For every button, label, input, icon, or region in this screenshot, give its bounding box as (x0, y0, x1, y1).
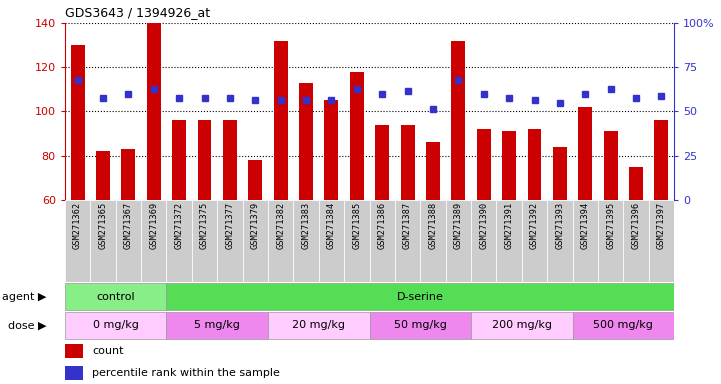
Bar (147, 23, 161, 200)
Bar (71, 45, 84, 200)
Bar (451, 41, 465, 200)
Text: GSM271362: GSM271362 (73, 202, 82, 249)
Text: GSM271365: GSM271365 (99, 202, 107, 249)
Bar (268, 200, 293, 282)
Text: GSM271392: GSM271392 (530, 202, 539, 249)
Bar (369, 312, 471, 339)
Bar (598, 200, 624, 282)
Bar (572, 312, 674, 339)
Bar (649, 200, 674, 282)
Bar (274, 41, 288, 200)
Bar (471, 312, 572, 339)
Bar (350, 71, 364, 200)
Bar (446, 200, 471, 282)
Bar (603, 131, 618, 200)
Bar (65, 366, 83, 381)
Bar (65, 283, 167, 310)
Bar (293, 200, 319, 282)
Text: GSM271367: GSM271367 (124, 202, 133, 249)
Bar (65, 344, 83, 358)
Bar (395, 200, 420, 282)
Text: GSM271390: GSM271390 (479, 202, 488, 249)
Text: dose ▶: dose ▶ (9, 320, 47, 331)
Bar (547, 200, 572, 282)
Bar (471, 200, 497, 282)
Text: GSM271375: GSM271375 (200, 202, 209, 249)
Text: 5 mg/kg: 5 mg/kg (194, 320, 240, 331)
Bar (96, 151, 110, 200)
Bar (553, 147, 567, 200)
Text: GSM271377: GSM271377 (226, 202, 234, 249)
Bar (369, 200, 395, 282)
Bar (528, 129, 541, 200)
Bar (477, 129, 491, 200)
Text: GSM271382: GSM271382 (276, 202, 286, 249)
Bar (217, 200, 242, 282)
Text: GSM271395: GSM271395 (606, 202, 615, 249)
Text: GSM271391: GSM271391 (505, 202, 513, 249)
Text: 20 mg/kg: 20 mg/kg (292, 320, 345, 331)
Bar (115, 200, 141, 282)
Bar (578, 107, 592, 200)
Text: GSM271396: GSM271396 (632, 202, 640, 249)
Bar (65, 200, 90, 282)
Bar (426, 142, 440, 200)
Bar (344, 200, 369, 282)
Bar (167, 312, 268, 339)
Text: 50 mg/kg: 50 mg/kg (394, 320, 447, 331)
Text: GSM271383: GSM271383 (301, 202, 311, 249)
Bar (65, 312, 167, 339)
Bar (198, 120, 211, 200)
Text: GSM271372: GSM271372 (174, 202, 184, 249)
Bar (167, 283, 674, 310)
Text: GSM271393: GSM271393 (555, 202, 565, 249)
Bar (420, 200, 446, 282)
Bar (375, 124, 389, 200)
Bar (141, 200, 167, 282)
Text: GSM271384: GSM271384 (327, 202, 336, 249)
Text: 200 mg/kg: 200 mg/kg (492, 320, 552, 331)
Text: control: control (97, 291, 135, 302)
Bar (299, 83, 313, 200)
Bar (268, 312, 369, 339)
Bar (121, 149, 136, 200)
Bar (167, 200, 192, 282)
Bar (624, 200, 649, 282)
Bar (248, 160, 262, 200)
Text: GSM271387: GSM271387 (403, 202, 412, 249)
Text: 500 mg/kg: 500 mg/kg (593, 320, 653, 331)
Bar (319, 200, 344, 282)
Text: GSM271379: GSM271379 (251, 202, 260, 249)
Text: GSM271386: GSM271386 (378, 202, 386, 249)
Bar (629, 167, 643, 200)
Bar (497, 200, 522, 282)
Bar (572, 200, 598, 282)
Bar (172, 120, 186, 200)
Text: GDS3643 / 1394926_at: GDS3643 / 1394926_at (65, 7, 210, 20)
Text: GSM271388: GSM271388 (428, 202, 438, 249)
Bar (522, 200, 547, 282)
Bar (223, 120, 237, 200)
Bar (502, 131, 516, 200)
Text: GSM271369: GSM271369 (149, 202, 158, 249)
Text: percentile rank within the sample: percentile rank within the sample (92, 368, 280, 378)
Bar (90, 200, 115, 282)
Bar (242, 200, 268, 282)
Text: GSM271385: GSM271385 (353, 202, 361, 249)
Text: count: count (92, 346, 124, 356)
Text: GSM271389: GSM271389 (454, 202, 463, 249)
Text: GSM271394: GSM271394 (581, 202, 590, 249)
Text: GSM271397: GSM271397 (657, 202, 666, 249)
Bar (192, 200, 217, 282)
Bar (655, 120, 668, 200)
Text: agent ▶: agent ▶ (2, 291, 47, 302)
Bar (401, 124, 415, 200)
Bar (324, 100, 338, 200)
Text: 0 mg/kg: 0 mg/kg (93, 320, 138, 331)
Text: D-serine: D-serine (397, 291, 443, 302)
